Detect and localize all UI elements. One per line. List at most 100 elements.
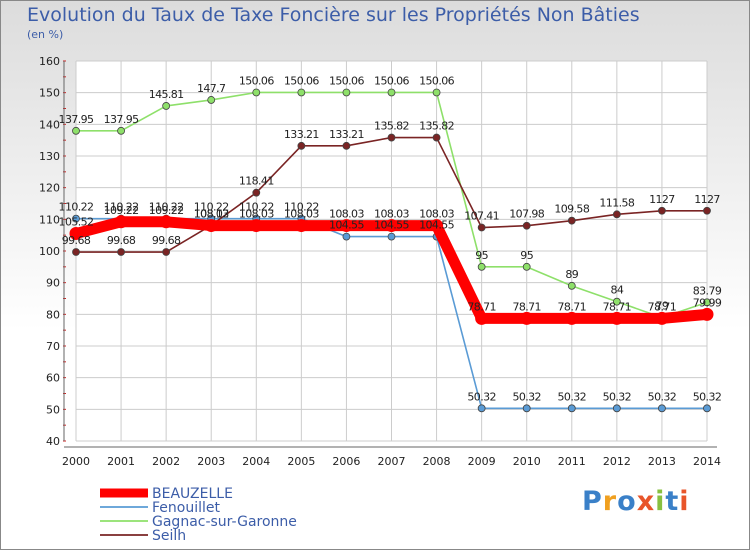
data-label: 79.99 [693, 296, 722, 309]
data-label: 108.03 [329, 208, 364, 221]
data-label: 104.55 [374, 219, 409, 232]
logo-letter: o [617, 486, 637, 517]
data-point [567, 281, 576, 290]
data-point [72, 126, 80, 135]
data-label: 50.32 [467, 390, 496, 403]
data-point [612, 210, 621, 219]
data-label: 108.12 [194, 207, 229, 220]
data-label: 79 [656, 300, 669, 313]
data-label: 84 [610, 284, 623, 297]
y-tick-label: 100 [39, 245, 60, 258]
y-tick-label: 160 [39, 55, 60, 68]
chart-title: Evolution du Taux de Taxe Foncière sur l… [27, 4, 640, 26]
data-point [159, 215, 173, 229]
data-label: 110.22 [239, 201, 274, 214]
y-tick-label: 80 [46, 308, 60, 321]
data-point [567, 404, 576, 413]
x-tick-label: 2000 [62, 455, 90, 468]
data-point [252, 188, 261, 197]
data-point [612, 404, 621, 413]
y-tick-label: 60 [46, 372, 60, 385]
data-point [703, 404, 711, 413]
data-label: 109.22 [149, 204, 184, 217]
data-label: 99.68 [107, 234, 136, 247]
data-label: 135.82 [374, 120, 409, 133]
data-point [297, 141, 306, 150]
data-point [294, 219, 308, 233]
data-label: 118.41 [239, 175, 274, 188]
data-point [610, 311, 624, 325]
data-point [162, 248, 171, 256]
axes: 40 50 60 70 80 90 100 110 120 130 140 150 160 2000 200… [39, 55, 721, 468]
y-tick-label: 70 [46, 340, 60, 353]
data-label: 104.55 [419, 219, 454, 232]
y-tick-label: 140 [39, 118, 60, 131]
data-point [72, 248, 80, 256]
data-point [522, 262, 531, 271]
data-label: 109.22 [104, 204, 139, 217]
data-label: 83.79 [693, 284, 722, 297]
data-label: 104.55 [329, 219, 364, 232]
data-point [204, 219, 218, 233]
logo-letter: P [582, 486, 603, 517]
legend: BEAUZELLEFenouilletGagnac-sur-GaronneSei… [100, 486, 297, 544]
x-tick-label: 2002 [152, 455, 180, 468]
data-label: 50.32 [693, 390, 722, 403]
logo-letter: r [602, 486, 618, 517]
data-point [612, 297, 621, 306]
data-label: 108.03 [419, 208, 454, 221]
data-label: 95 [520, 249, 533, 262]
data-label: 137.95 [104, 113, 139, 126]
data-label: 133.21 [284, 128, 319, 141]
data-point [432, 133, 441, 142]
logo-letter: t [665, 486, 680, 517]
x-tick-label: 2010 [513, 455, 541, 468]
x-tick-label: 2011 [558, 455, 586, 468]
data-label: 108.03 [239, 208, 274, 221]
data-label: 108.03 [374, 208, 409, 221]
data-point [703, 206, 711, 215]
data-label: 78.71 [603, 300, 632, 313]
data-label: 1127 [694, 193, 720, 206]
x-tick-label: 2007 [378, 455, 406, 468]
logo-letter: i [655, 486, 666, 517]
legend-entry: Gagnac-sur-Garonne [152, 514, 297, 530]
x-tick-label: 2013 [648, 455, 676, 468]
data-label: 95 [475, 249, 488, 262]
data-label: 135.82 [419, 120, 454, 133]
data-label: 99.68 [62, 234, 91, 247]
data-label: 78.71 [512, 300, 541, 313]
y-tick-label: 40 [46, 435, 60, 448]
data-point [522, 404, 531, 413]
data-label: 145.81 [149, 88, 184, 101]
data-label: 137.95 [59, 113, 94, 126]
data-point [658, 206, 666, 215]
data-label: 50.32 [648, 390, 677, 403]
x-tick-label: 2003 [197, 455, 225, 468]
data-label: 107.41 [464, 210, 499, 223]
data-point [162, 102, 171, 110]
data-point [387, 232, 396, 241]
logo-letter: x [636, 486, 656, 517]
data-point [342, 88, 351, 97]
data-point [387, 133, 396, 142]
proxiti-logo: Proxiti [582, 486, 690, 517]
data-point [117, 248, 125, 256]
x-tick-label: 2014 [693, 455, 721, 468]
data-label: 50.32 [512, 390, 541, 403]
data-label: 78.71 [558, 300, 587, 313]
data-label: 110.22 [59, 201, 94, 214]
data-label: 107.98 [509, 208, 544, 221]
data-point [249, 219, 263, 233]
data-label: 50.32 [558, 390, 587, 403]
x-tick-label: 2009 [468, 455, 496, 468]
data-point [567, 216, 576, 225]
data-label: 150.06 [329, 74, 364, 87]
x-tick-label: 2008 [423, 455, 451, 468]
data-point [342, 232, 351, 241]
data-point [117, 126, 125, 135]
data-label: 110.22 [104, 201, 139, 214]
data-point [477, 404, 486, 413]
legend-entry: Fenouillet [152, 500, 220, 516]
